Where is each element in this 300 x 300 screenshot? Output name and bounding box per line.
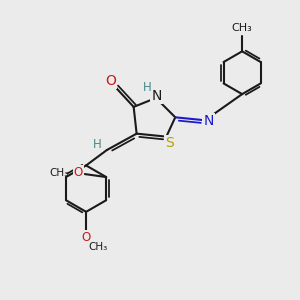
Text: N: N [203, 114, 214, 128]
Text: S: S [166, 136, 174, 150]
Text: O: O [82, 231, 91, 244]
Text: CH₃: CH₃ [232, 23, 253, 33]
Text: N: N [152, 89, 162, 103]
Text: O: O [105, 74, 116, 88]
Text: CH₃: CH₃ [49, 168, 68, 178]
Text: H: H [93, 138, 102, 151]
Text: H: H [143, 81, 152, 94]
Text: O: O [74, 166, 83, 179]
Text: CH₃: CH₃ [88, 242, 108, 252]
